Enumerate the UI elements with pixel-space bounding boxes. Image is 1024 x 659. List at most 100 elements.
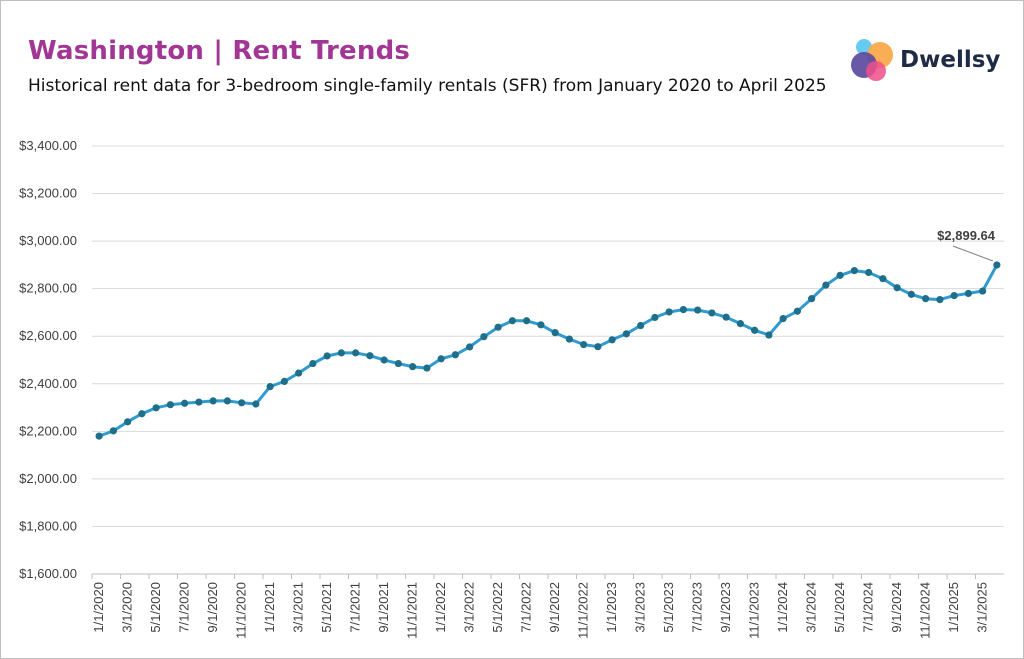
chart-subtitle: Historical rent data for 3-bedroom singl… bbox=[28, 76, 827, 96]
data-point bbox=[466, 343, 474, 351]
x-tick-label: 9/1/2022 bbox=[547, 582, 562, 633]
data-point bbox=[793, 307, 801, 315]
data-point bbox=[95, 432, 103, 440]
data-point bbox=[280, 377, 288, 385]
data-point bbox=[736, 320, 744, 328]
logo-text: Dwellsy bbox=[900, 47, 1001, 73]
y-tick-label: $2,400.00 bbox=[19, 376, 77, 391]
data-point bbox=[765, 331, 773, 339]
gridlines bbox=[92, 145, 1004, 527]
data-point bbox=[337, 349, 345, 357]
data-point bbox=[879, 275, 887, 283]
data-point bbox=[423, 364, 431, 372]
data-point bbox=[708, 309, 716, 317]
y-tick-label: $2,200.00 bbox=[19, 423, 77, 438]
y-tick-label: $2,000.00 bbox=[19, 471, 77, 486]
x-tick-label: 7/1/2021 bbox=[348, 582, 363, 633]
data-point bbox=[936, 296, 944, 304]
data-point bbox=[779, 315, 787, 323]
x-tick-label: 7/1/2020 bbox=[177, 582, 192, 633]
x-tick-label: 11/1/2024 bbox=[918, 582, 933, 639]
data-point bbox=[480, 333, 488, 341]
data-point bbox=[808, 295, 816, 303]
series-line bbox=[98, 264, 999, 438]
data-point bbox=[109, 427, 117, 435]
x-tick-label: 3/1/2023 bbox=[633, 582, 648, 633]
y-tick-label: $1,800.00 bbox=[19, 518, 77, 533]
data-point bbox=[394, 359, 402, 368]
data-point bbox=[366, 352, 374, 360]
data-point bbox=[722, 313, 730, 321]
data-point bbox=[309, 359, 317, 368]
data-point bbox=[622, 330, 630, 338]
data-point bbox=[323, 352, 331, 360]
data-point bbox=[665, 308, 673, 316]
data-point bbox=[865, 268, 873, 277]
data-point bbox=[922, 295, 930, 303]
data-point bbox=[223, 397, 231, 405]
y-tick-label: $3,200.00 bbox=[19, 186, 77, 201]
chart-title: Washington | Rent Trends bbox=[28, 36, 411, 66]
data-point bbox=[380, 356, 388, 364]
dwellsy-logo-icon bbox=[851, 39, 893, 81]
y-axis: $1,600.00 $1,800.00 $2,000.00 $2,200.00 $2,4… bbox=[19, 138, 77, 581]
data-point bbox=[694, 306, 702, 314]
data-point bbox=[508, 317, 516, 325]
annotation: $2,899.64 bbox=[937, 228, 996, 262]
x-tick-label: 1/1/2020 bbox=[91, 582, 106, 633]
data-point bbox=[637, 321, 645, 330]
data-point bbox=[537, 321, 545, 329]
x-tick-label: 5/1/2024 bbox=[832, 582, 847, 633]
data-point bbox=[238, 399, 246, 407]
x-tick-label: 9/1/2024 bbox=[889, 582, 904, 633]
data-point bbox=[451, 351, 459, 359]
x-tick-label: 3/1/2020 bbox=[120, 582, 135, 633]
data-point bbox=[608, 336, 616, 344]
data-point bbox=[195, 398, 203, 406]
x-tick-label: 7/1/2022 bbox=[519, 582, 534, 633]
x-tick-label: 1/1/2022 bbox=[433, 582, 448, 633]
data-point bbox=[252, 400, 260, 408]
data-label: $2,899.64 bbox=[937, 228, 996, 243]
x-tick-label: 11/1/2022 bbox=[576, 582, 591, 639]
y-tick-label: $3,400.00 bbox=[19, 138, 77, 153]
x-tick-label: 7/1/2023 bbox=[690, 582, 705, 633]
x-tick-label: 3/1/2024 bbox=[804, 582, 819, 633]
x-tick-label: 11/1/2021 bbox=[405, 582, 420, 639]
data-point bbox=[166, 401, 174, 409]
x-tick-label: 9/1/2021 bbox=[376, 582, 391, 633]
data-point bbox=[993, 261, 1001, 269]
y-tick-label: $2,800.00 bbox=[19, 281, 77, 296]
x-tick-label: 3/1/2025 bbox=[975, 582, 990, 633]
data-point bbox=[822, 281, 830, 289]
data-point bbox=[679, 305, 687, 314]
data-point bbox=[565, 335, 573, 343]
dwellsy-logo: Dwellsy bbox=[846, 38, 1000, 86]
x-tick-label: 1/1/2025 bbox=[946, 582, 961, 633]
data-point bbox=[295, 369, 303, 377]
x-tick-label: 9/1/2023 bbox=[718, 582, 733, 633]
data-point bbox=[651, 313, 659, 322]
data-point bbox=[494, 323, 502, 331]
x-tick-label: 1/1/2024 bbox=[775, 582, 790, 633]
data-point bbox=[152, 404, 160, 412]
x-tick-label: 1/1/2023 bbox=[604, 582, 619, 633]
x-tick-label: 5/1/2020 bbox=[148, 582, 163, 633]
y-tick-label: $2,600.00 bbox=[19, 328, 77, 343]
data-point bbox=[352, 349, 360, 357]
x-tick-label: 9/1/2020 bbox=[205, 582, 220, 633]
data-point bbox=[979, 287, 987, 295]
x-tick-label: 1/1/2021 bbox=[262, 582, 277, 633]
data-point bbox=[523, 317, 531, 325]
data-point bbox=[594, 343, 602, 351]
y-tick-label: $1,600.00 bbox=[19, 566, 77, 581]
data-point bbox=[893, 284, 901, 292]
data-point bbox=[580, 340, 588, 349]
data-point bbox=[266, 383, 274, 391]
data-point bbox=[907, 290, 915, 298]
data-point bbox=[437, 355, 445, 363]
data-point bbox=[181, 399, 189, 407]
data-point bbox=[138, 410, 146, 418]
data-point bbox=[551, 329, 559, 337]
